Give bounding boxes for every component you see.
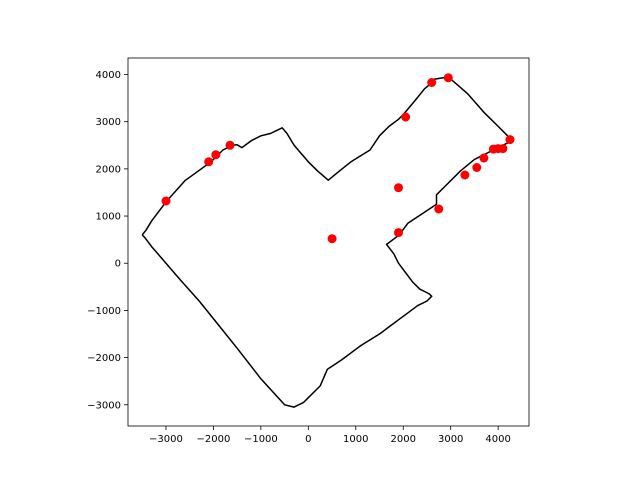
y-tick-label: 0 — [115, 259, 121, 270]
scatter-point — [401, 112, 411, 122]
scatter-point — [204, 157, 214, 167]
x-tick-label: −1000 — [244, 434, 278, 445]
tick-layer: −3000 −2000 −1000 0 1000 2000 3000 4000 −3000 −20… — [87, 70, 511, 445]
y-tick-label: 1000 — [96, 212, 121, 223]
scatter-point — [443, 73, 453, 83]
y-tick-label: −3000 — [87, 400, 121, 411]
scatter-point — [479, 153, 489, 163]
scatter-point — [394, 228, 403, 238]
x-tick-label: 2000 — [391, 434, 416, 445]
scatter-point — [472, 163, 482, 172]
scatter-point — [505, 135, 515, 145]
y-tick-label: 2000 — [96, 164, 121, 175]
scatter-point — [434, 204, 444, 214]
plot-layer — [141, 73, 515, 408]
axes-frame — [127, 57, 530, 427]
scatter-point — [225, 140, 235, 150]
scatter-point — [327, 234, 337, 244]
y-tick-label: 3000 — [96, 117, 121, 128]
x-tick-label: −2000 — [197, 434, 231, 445]
scatter-point — [211, 150, 221, 160]
x-tick-label: 4000 — [485, 434, 510, 445]
y-tick-label: −2000 — [87, 353, 121, 364]
scatter-point — [427, 78, 437, 87]
scatter-point — [498, 144, 508, 154]
x-tick-label: 0 — [305, 434, 311, 445]
x-tick-label: 3000 — [438, 434, 463, 445]
x-tick-label: 1000 — [343, 434, 368, 445]
y-tick-label: −1000 — [87, 306, 121, 317]
trajectory-line — [141, 76, 514, 408]
x-tick-label: −3000 — [149, 434, 183, 445]
y-tick-label: 4000 — [96, 70, 121, 81]
scatter-point — [161, 196, 171, 206]
scatter-point — [460, 170, 470, 180]
scatter-point — [394, 183, 403, 193]
